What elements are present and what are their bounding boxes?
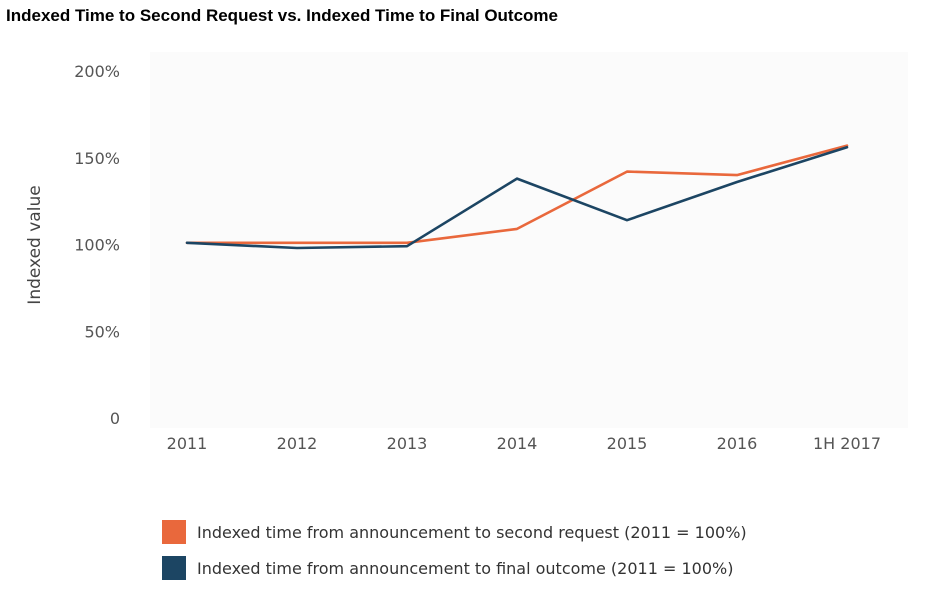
y-tick-label: 50% xyxy=(84,322,120,341)
y-tick-label: 200% xyxy=(74,62,120,81)
x-tick-label: 2016 xyxy=(717,434,758,453)
x-tick-label: 2011 xyxy=(167,434,208,453)
chart-title: Indexed Time to Second Request vs. Index… xyxy=(6,6,558,25)
legend-label-1: Indexed time from announcement to second… xyxy=(197,523,747,542)
x-tick-label: 2014 xyxy=(497,434,538,453)
x-tick-label: 2012 xyxy=(277,434,318,453)
series-lines xyxy=(185,144,849,250)
legend-label-2: Indexed time from announcement to final … xyxy=(197,559,733,578)
x-axis-ticks: 2011 2012 2013 2014 2015 2016 1H 2017 xyxy=(167,434,881,453)
y-axis-ticks: 0 50% 100% 150% 200% xyxy=(74,62,120,428)
y-tick-label: 100% xyxy=(74,236,120,255)
y-tick-label: 150% xyxy=(74,149,120,168)
legend-swatch-2 xyxy=(162,556,186,580)
x-tick-label: 2013 xyxy=(387,434,428,453)
legend: Indexed time from announcement to second… xyxy=(162,520,747,580)
series-line-1 xyxy=(185,144,849,245)
series-line-2 xyxy=(185,146,849,250)
y-tick-label: 0 xyxy=(110,409,120,428)
legend-swatch-1 xyxy=(162,520,186,544)
plot-background xyxy=(150,52,908,428)
y-axis-label: Indexed value xyxy=(25,185,45,304)
x-tick-label: 2015 xyxy=(607,434,648,453)
x-tick-label: 1H 2017 xyxy=(813,434,881,453)
